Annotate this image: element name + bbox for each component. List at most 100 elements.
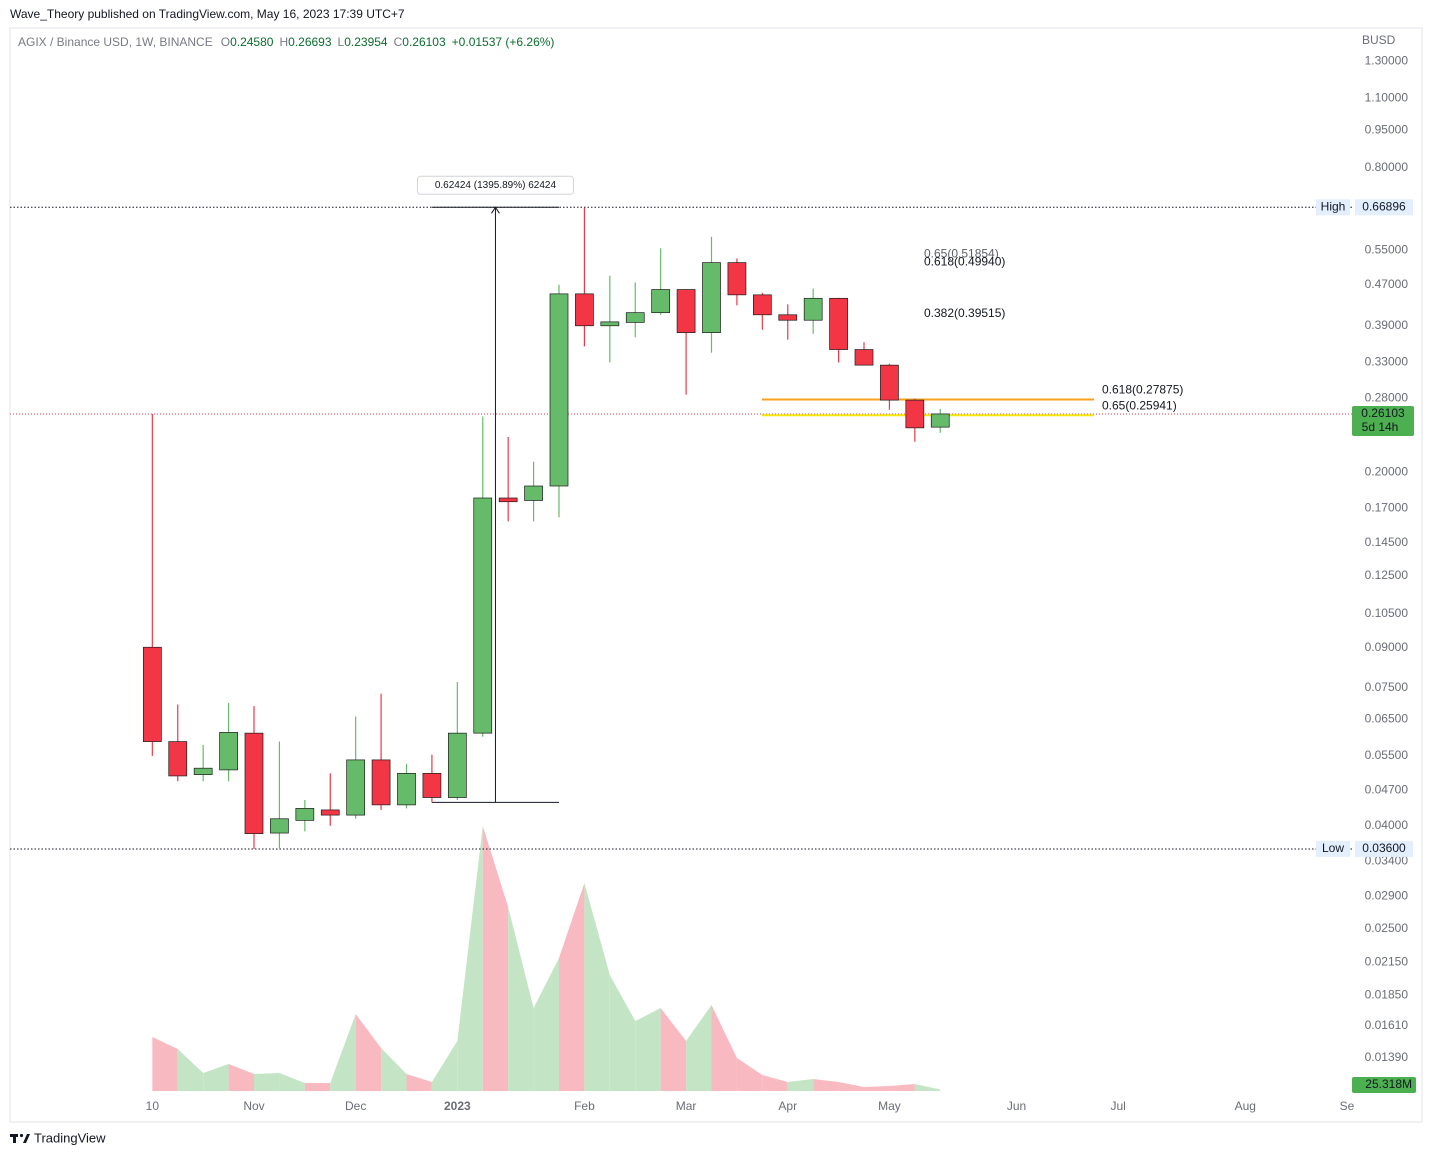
marker-value: 0.03600 [1362,841,1406,855]
volume-area [736,1058,763,1091]
measure-arrowhead [491,206,500,214]
measure-box [416,175,574,195]
volume-area [914,1083,941,1091]
candle-body [549,293,569,487]
y-tick-label: 0.55000 [1365,242,1409,256]
candle-body [930,413,950,428]
marker-value: 0.66896 [1362,199,1406,213]
last-price-value: 0.26103 [1361,406,1405,420]
x-tick-label: Nov [243,1099,264,1113]
currency: BUSD [1362,33,1396,47]
candle-body [397,772,416,806]
volume-area [762,1074,788,1091]
x-tick-label: Feb [574,1099,595,1113]
candle-body [600,321,620,327]
volume-area [660,1008,687,1091]
volume-area [787,1078,814,1091]
y-tick-label: 0.02150 [1365,954,1409,968]
candle-body [524,485,543,501]
candle-body [320,809,340,816]
volume-area [482,826,509,1091]
volume-area [355,1014,382,1091]
fib-label: 0.618(0.49940) [924,255,1005,269]
volume-area [203,1064,229,1091]
ohlc-key: L [338,35,345,49]
fib-label: 0.65(0.51854) [924,246,999,260]
volume-area [330,1014,356,1091]
x-tick-label: Mar [676,1099,697,1113]
volume-area [177,1049,204,1091]
y-tick-label: 0.17000 [1365,500,1409,514]
y-tick-label: 0.80000 [1365,160,1409,174]
candle-body [625,312,645,323]
candle-body [270,818,289,834]
volume-area [228,1064,254,1091]
brand: TradingView [34,1130,106,1145]
publisher: Wave_Theory published on TradingView.com… [10,7,405,21]
y-tick-label: 0.10500 [1365,606,1409,620]
change: +0.01537 (+6.26%) [452,35,555,49]
candle-body [244,732,264,834]
x-tick-label: Aug [1235,1099,1256,1113]
ohlc-value: 0.26103 [402,35,446,49]
volume-area [152,1036,178,1091]
candle-body [422,772,442,798]
volume-tag [1352,1077,1416,1093]
volume-area [609,975,636,1091]
ohlc-key: C [394,35,403,49]
candle-body [778,314,798,321]
y-tick-label: 0.95000 [1365,122,1409,136]
fib-label: 0.65(0.25941) [1102,398,1177,412]
marker-label: High [1321,199,1346,213]
y-tick-label: 0.20000 [1365,465,1409,479]
volume-area [635,1008,661,1091]
y-tick-label: 0.47000 [1365,277,1409,291]
x-tick-label: May [878,1099,901,1113]
candle-body [498,497,518,503]
x-tick-label: Apr [778,1099,797,1113]
candle-body [651,289,671,314]
candle-body [219,732,238,771]
marker-tag [1316,840,1350,857]
ohlc-value: 0.26693 [288,35,332,49]
x-tick-label: 2023 [444,1099,471,1113]
candle-body [142,646,162,742]
x-tick-label: Jun [1007,1099,1026,1113]
measure-label: 0.62424 (1395.89%) 62424 [435,180,557,191]
y-tick-label: 0.05500 [1365,748,1409,762]
x-tick-label: Jul [1110,1099,1125,1113]
volume-area [584,883,610,1091]
y-tick-label: 0.12500 [1365,568,1409,582]
volume-area [838,1081,864,1091]
candle-body [752,294,772,316]
volume-area [711,1005,737,1091]
volume-area [381,1048,407,1091]
y-tick-label: 0.03400 [1365,854,1409,868]
y-tick-label: 1.10000 [1365,90,1409,104]
candle-body [473,497,493,734]
volume-label: 25.318M [1365,1077,1412,1091]
legend: AGIX / Binance USD, 1W, BINANCE O0.24580 H… [18,35,554,49]
candle-body [727,262,747,296]
y-tick-label: 0.28000 [1365,391,1409,405]
volume-area [304,1082,331,1091]
ohlc-value: 0.24580 [230,35,274,49]
y-tick-label: 0.33000 [1365,355,1409,369]
y-tick-label: 0.14500 [1365,535,1409,549]
y-tick-label: 0.02900 [1365,889,1409,903]
candle-body [371,759,391,806]
marker-tag [1316,199,1350,216]
candle-body [295,808,315,821]
volume-area [864,1085,890,1091]
countdown: 5d 14h [1362,420,1399,434]
y-tick-label: 0.39000 [1365,318,1409,332]
candle-body [905,399,925,429]
x-tick-label: Se [1340,1099,1355,1113]
y-tick-label: 0.04000 [1365,818,1409,832]
y-tick-label: 0.01610 [1365,1018,1409,1032]
candle-body [193,767,213,775]
candle-body [702,262,721,333]
y-tick-label: 0.09000 [1365,640,1409,654]
candle-body [575,293,594,327]
